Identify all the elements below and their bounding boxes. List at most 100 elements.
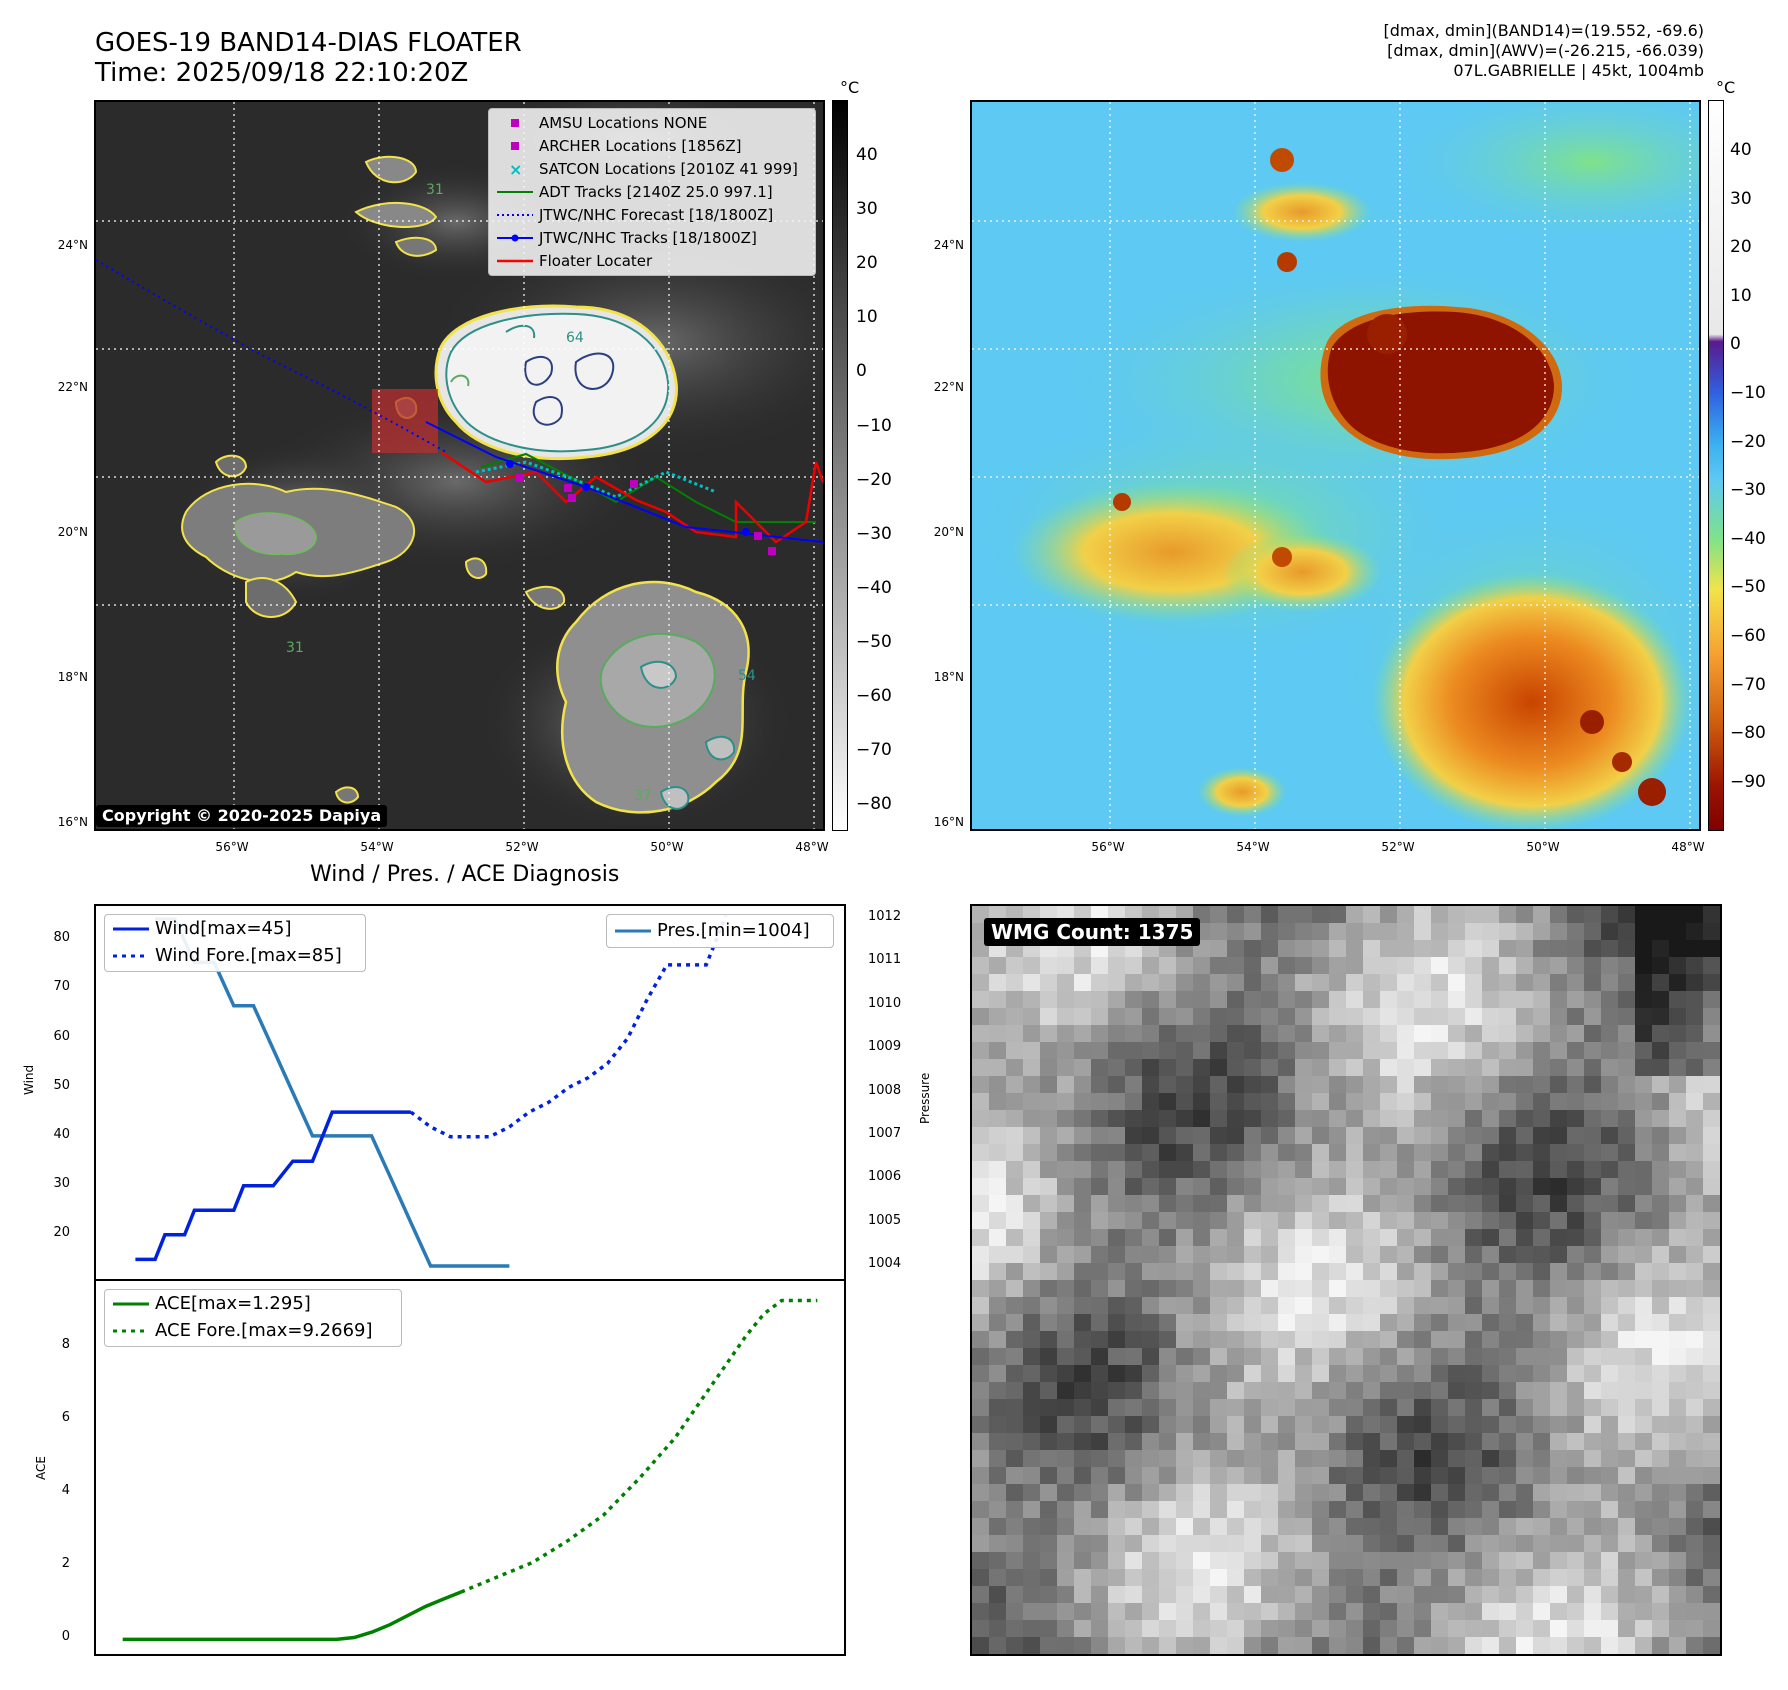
wmg-pixel — [1346, 1620, 1364, 1638]
wmg-pixel — [989, 1229, 1007, 1247]
wmg-pixel — [1431, 1161, 1449, 1179]
wmg-pixel — [1057, 1501, 1075, 1519]
wmg-pixel — [1006, 1229, 1024, 1247]
wmg-pixel — [1414, 1637, 1432, 1654]
wmg-pixel — [1669, 1076, 1687, 1094]
lat-label: 16°N — [57, 815, 88, 829]
wmg-pixel — [1176, 1552, 1194, 1570]
wmg-pixel — [1431, 1025, 1449, 1043]
gray-colorbar-tick: −70 — [856, 740, 892, 761]
wmg-pixel — [1465, 1365, 1483, 1383]
wmg-pixel — [1312, 1212, 1330, 1230]
wmg-pixel — [1686, 1110, 1704, 1128]
wmg-pixel — [1584, 1076, 1602, 1094]
wmg-pixel — [1329, 1280, 1347, 1298]
wmg-pixel — [972, 1229, 990, 1247]
wmg-pixel — [1465, 1399, 1483, 1417]
wmg-pixel — [1057, 1093, 1075, 1111]
wmg-pixel — [1448, 1263, 1466, 1281]
legend-wind: Wind[max=45] — [113, 918, 292, 939]
wmg-pixel — [1380, 1110, 1398, 1128]
wmg-pixel — [1176, 1280, 1194, 1298]
wmg-pixel — [1567, 1280, 1585, 1298]
wmg-pixel — [1261, 1433, 1279, 1451]
wmg-pixel — [1295, 1161, 1313, 1179]
wmg-pixel — [1142, 1212, 1160, 1230]
wmg-pixel — [1329, 1603, 1347, 1621]
wmg-pixel — [1703, 1178, 1720, 1196]
wmg-pixel — [1040, 1314, 1058, 1332]
wmg-pixel — [1346, 1501, 1364, 1519]
wmg-pixel — [1074, 1076, 1092, 1094]
wmg-pixel — [1006, 1059, 1024, 1077]
wmg-pixel — [1295, 1178, 1313, 1196]
wmg-pixel — [1227, 940, 1245, 958]
wmg-pixel — [1057, 1433, 1075, 1451]
wmg-pixel — [1669, 1433, 1687, 1451]
wmg-pixel — [1329, 1297, 1347, 1315]
wmg-pixel — [1397, 1382, 1415, 1400]
wmg-pixel — [1278, 1535, 1296, 1553]
wmg-pixel — [1652, 1008, 1670, 1026]
wmg-pixel — [1618, 1144, 1636, 1162]
wmg-pixel — [1533, 991, 1551, 1009]
wmg-pixel — [1159, 1093, 1177, 1111]
wmg-pixel — [1652, 991, 1670, 1009]
wmg-pixel — [1482, 923, 1500, 941]
wmg-pixel — [1108, 1484, 1126, 1502]
wmg-pixel — [1363, 1042, 1381, 1060]
wmg-pixel — [1584, 991, 1602, 1009]
wmg-pixel — [1244, 1382, 1262, 1400]
wmg-pixel — [1618, 1212, 1636, 1230]
wmg-pixel — [1346, 1331, 1364, 1349]
wmg-pixel — [1499, 1263, 1517, 1281]
wmg-pixel — [1193, 1144, 1211, 1162]
wmg-pixel — [1550, 1331, 1568, 1349]
wmg-pixel — [1125, 1467, 1143, 1485]
gray-colorbar-tick: 20 — [856, 253, 878, 274]
wmg-pixel — [1533, 1399, 1551, 1417]
wmg-pixel — [1125, 1246, 1143, 1264]
wmg-pixel — [1023, 1127, 1041, 1145]
wmg-pixel — [1465, 1195, 1483, 1213]
wmg-pixel — [1601, 1059, 1619, 1077]
wmg-pixel — [1567, 1603, 1585, 1621]
wmg-pixel — [1074, 1518, 1092, 1536]
wmg-pixel — [1074, 1620, 1092, 1638]
wmg-pixel — [1584, 906, 1602, 924]
wmg-pixel — [1448, 1042, 1466, 1060]
wmg-pixel — [1023, 1195, 1041, 1213]
wmg-pixel — [1278, 1093, 1296, 1111]
wmg-pixel — [1516, 1093, 1534, 1111]
wmg-pixel — [1210, 957, 1228, 975]
wmg-pixel — [1601, 974, 1619, 992]
color-colorbar-tick: −60 — [1730, 626, 1766, 646]
wmg-pixel — [1244, 1314, 1262, 1332]
wmg-pixel — [1516, 1161, 1534, 1179]
wmg-pixel — [1057, 1552, 1075, 1570]
wmg-pixel — [1227, 1620, 1245, 1638]
wmg-pixel — [1295, 1467, 1313, 1485]
wmg-pixel — [1380, 940, 1398, 958]
wmg-pixel — [1601, 1552, 1619, 1570]
wmg-pixel — [1159, 1586, 1177, 1604]
wmg-pixel — [1567, 1450, 1585, 1468]
wmg-pixel — [1040, 1059, 1058, 1077]
wmg-pixel — [1550, 1416, 1568, 1434]
wmg-pixel — [1295, 1008, 1313, 1026]
cold-cell — [1580, 710, 1604, 734]
wmg-pixel — [1363, 1586, 1381, 1604]
lat-label: 24°N — [933, 238, 964, 252]
wmg-pixel — [1261, 1331, 1279, 1349]
wmg-pixel — [1091, 1637, 1109, 1654]
wmg-pixel — [1550, 1025, 1568, 1043]
wmg-pixel — [1380, 1280, 1398, 1298]
wmg-pixel — [1635, 1518, 1653, 1536]
wmg-pixel — [1244, 1212, 1262, 1230]
wmg-pixel — [1499, 1484, 1517, 1502]
wmg-pixel — [1465, 1467, 1483, 1485]
wmg-pixel — [1686, 1637, 1704, 1654]
wmg-pixel — [989, 1025, 1007, 1043]
wmg-pixel — [1499, 1399, 1517, 1417]
wmg-pixel — [1584, 1127, 1602, 1145]
